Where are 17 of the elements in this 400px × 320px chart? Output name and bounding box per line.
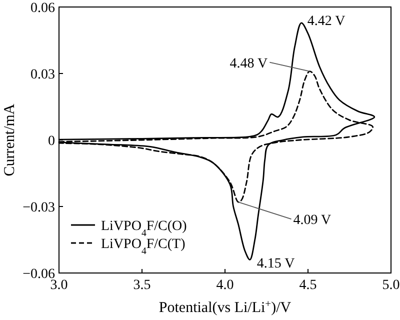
- y-tick-label: −0.03: [22, 200, 55, 216]
- x-axis-title: Potential(vs Li/Li$^{+}$)/V: [158, 298, 292, 316]
- legend-label: LiVPO$_{4}$F/C(T): [101, 237, 186, 256]
- y-tick-label: 0.03: [30, 68, 55, 82]
- annotation: 4.09 V: [293, 213, 332, 228]
- x-tick-label: 4.5: [299, 278, 317, 293]
- y-tick-label: 0.06: [30, 1, 55, 16]
- x-tick-label: 3.0: [50, 278, 68, 293]
- annotation: 4.42 V: [307, 14, 346, 29]
- y-axis-title: Current/mA: [2, 104, 18, 176]
- legend-label: LiVPO$_{4}$F/C(O): [101, 219, 188, 238]
- x-tick-label: 5.0: [382, 278, 400, 293]
- annotation: 4.48 V: [230, 56, 268, 72]
- annotation: 4.15 V: [256, 256, 295, 272]
- y-tick-label: 0: [48, 134, 55, 149]
- x-tick-label: 4.0: [216, 278, 234, 293]
- x-tick-label: 3.5: [133, 278, 151, 293]
